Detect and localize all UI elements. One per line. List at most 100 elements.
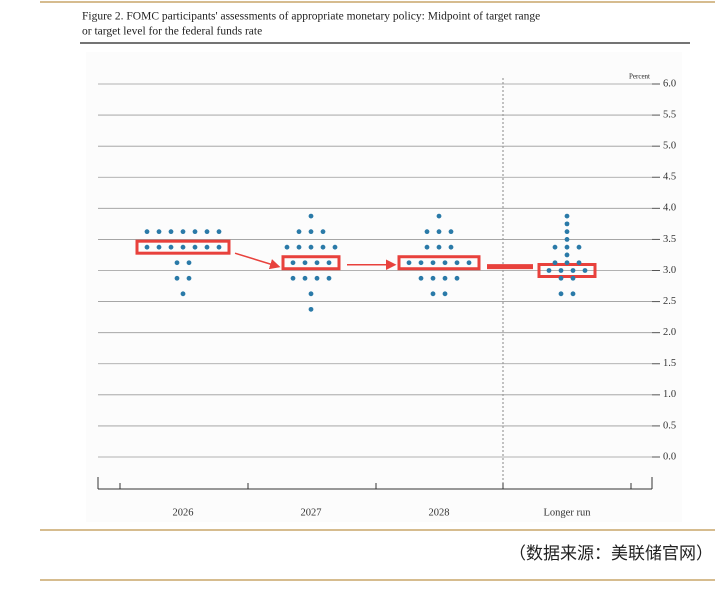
y-tick-label: 0.0 (663, 451, 676, 462)
dot (564, 229, 570, 235)
dot (156, 244, 162, 250)
dot (564, 221, 570, 227)
dot (570, 275, 576, 281)
y-tick-label: 4.5 (663, 172, 676, 183)
dot (424, 229, 430, 235)
dot (558, 268, 564, 273)
x-axis (97, 477, 653, 490)
dot (448, 229, 454, 235)
y-tick-label: 2.0 (663, 327, 676, 338)
source-note: （数据来源：美联储官网） (509, 544, 713, 564)
dot (564, 260, 570, 266)
y-tick-label: 5.5 (663, 109, 676, 120)
dot (144, 229, 150, 235)
y-tick-label: 0.5 (663, 420, 676, 431)
dot (436, 213, 442, 219)
dot (296, 244, 302, 250)
y-tick-label: 1.5 (663, 358, 676, 369)
dot (442, 260, 448, 266)
dot (308, 306, 314, 312)
dot (564, 252, 570, 258)
dot (314, 260, 320, 266)
dot (320, 244, 326, 250)
dot (180, 244, 186, 250)
dot (174, 275, 180, 281)
dot (216, 244, 222, 250)
dot (454, 260, 460, 266)
dot (290, 275, 296, 281)
dot (564, 213, 570, 219)
chart-title: Figure 2. FOMC participants' assessments… (82, 11, 540, 23)
x-tick-label: 2028 (429, 507, 450, 518)
dot (558, 275, 564, 281)
dot (406, 260, 412, 266)
dot (168, 229, 174, 235)
x-tick-label: 2027 (301, 507, 322, 518)
dot (430, 260, 436, 266)
dot (436, 229, 442, 235)
dot (156, 229, 162, 235)
dot (418, 260, 424, 266)
y-axis-label: Percent (629, 73, 650, 81)
dot (442, 291, 448, 297)
dot (192, 244, 198, 250)
dot (320, 229, 326, 235)
dot (466, 260, 472, 266)
dot (174, 260, 180, 266)
dot (430, 291, 436, 297)
dot (332, 244, 338, 250)
dot (564, 237, 570, 242)
dot (570, 291, 576, 297)
y-tick-label: 3.0 (663, 265, 676, 276)
dot (308, 213, 314, 219)
dot (576, 260, 582, 266)
x-tick-label: 2026 (173, 507, 194, 518)
dot (180, 229, 186, 235)
dot (430, 275, 436, 281)
dot (308, 291, 314, 297)
dot (326, 260, 332, 266)
y-tick-label: 1.0 (663, 389, 676, 400)
dot (546, 268, 552, 273)
chart-subtitle: or target level for the federal funds ra… (82, 26, 262, 38)
dot (168, 244, 174, 250)
dot (314, 275, 320, 281)
dot (552, 244, 558, 250)
dot (186, 260, 192, 266)
dot (436, 244, 442, 250)
dot (448, 244, 454, 250)
median-box (397, 255, 481, 271)
dot (204, 244, 210, 250)
y-tick-label: 6.0 (663, 78, 676, 89)
y-tick-label: 2.5 (663, 296, 676, 307)
dot (192, 229, 198, 235)
plot-background (86, 52, 682, 522)
y-tick-label: 3.5 (663, 234, 676, 245)
dot (308, 229, 314, 235)
dot (582, 268, 588, 273)
dot (216, 229, 222, 235)
dot (290, 260, 296, 266)
dot (302, 275, 308, 281)
dot (442, 275, 448, 281)
arrow (234, 252, 281, 270)
dot (180, 291, 186, 297)
dot (204, 229, 210, 235)
dot (326, 275, 332, 281)
dot (564, 244, 570, 250)
dot (570, 268, 576, 273)
dot (296, 229, 302, 235)
dot (552, 260, 558, 266)
median-box (135, 239, 231, 255)
dot (144, 244, 150, 250)
dot (418, 275, 424, 281)
dot (186, 275, 192, 281)
x-tick-label: Longer run (544, 507, 592, 518)
dot (284, 244, 290, 250)
median-box (281, 255, 341, 271)
dot (558, 291, 564, 297)
dot (576, 244, 582, 250)
dot (424, 244, 430, 250)
y-tick-label: 4.0 (663, 203, 676, 214)
